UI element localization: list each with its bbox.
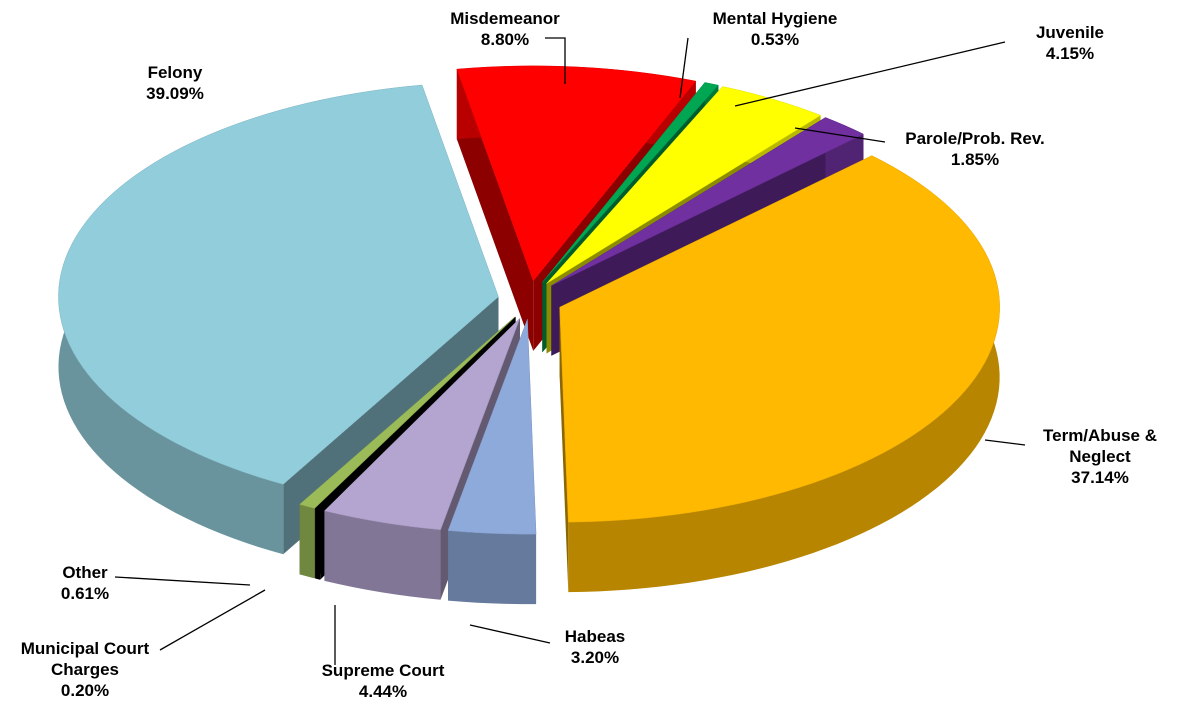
- slice-label: Other 0.61%: [25, 562, 145, 604]
- slice-label: Term/Abuse & Neglect 37.14%: [1025, 425, 1175, 488]
- category-label: Felony: [147, 63, 203, 82]
- category-label: Juvenile: [1035, 23, 1105, 42]
- value-label: 1.85%: [950, 150, 1000, 169]
- slice: [551, 117, 865, 286]
- category-label: Parole/Prob. Rev.: [905, 129, 1045, 148]
- slice-label: Parole/Prob. Rev. 1.85%: [875, 128, 1075, 170]
- value-label: 3.20%: [570, 648, 620, 667]
- value-label: 39.09%: [146, 84, 204, 103]
- slice-wall: [299, 504, 315, 579]
- leader-line: [159, 589, 266, 651]
- slice-side: [559, 307, 569, 593]
- slice-wall: [324, 510, 441, 600]
- leader-line: [794, 127, 886, 143]
- slice-label: Juvenile 4.15%: [1000, 22, 1140, 64]
- slice-wall: [315, 508, 321, 580]
- slice-label: Municipal Court Charges 0.20%: [0, 638, 170, 701]
- slice-wall: [448, 530, 537, 605]
- slice: [299, 316, 516, 509]
- value-label: 8.80%: [480, 30, 530, 49]
- value-label: 0.53%: [750, 30, 800, 49]
- slice: [314, 316, 516, 511]
- value-label: 37.14%: [1071, 468, 1129, 487]
- value-label: 4.15%: [1045, 44, 1095, 63]
- slice-label: Supreme Court 4.44%: [293, 660, 473, 702]
- leader-line: [545, 37, 566, 84]
- slice: [447, 319, 537, 535]
- slice: [323, 318, 521, 530]
- category-label: Misdemeanor: [450, 9, 560, 28]
- value-label: 0.20%: [60, 681, 110, 700]
- slice-label: Misdemeanor 8.80%: [415, 8, 595, 50]
- slice-label: Mental Hygiene 0.53%: [675, 8, 875, 50]
- slice: [546, 86, 822, 284]
- leader-line: [469, 624, 551, 644]
- category-label: Supreme Court: [321, 661, 445, 680]
- category-label: Habeas: [564, 627, 626, 646]
- slice: [456, 65, 697, 282]
- leader-line: [114, 576, 251, 586]
- leader-line: [679, 37, 689, 99]
- leader-line: [734, 41, 1006, 107]
- category-label: Other: [62, 563, 108, 582]
- category-label: Mental Hygiene: [712, 9, 838, 28]
- slice-label: Felony 39.09%: [115, 62, 235, 104]
- leader-line: [984, 439, 1026, 446]
- slice-side: [456, 69, 534, 351]
- slice: [559, 155, 1000, 523]
- category-label: Term/Abuse & Neglect: [1043, 426, 1157, 466]
- category-label: Municipal Court Charges: [20, 639, 150, 679]
- value-label: 4.44%: [358, 682, 408, 701]
- value-label: 0.61%: [60, 584, 110, 603]
- slice-wall: [568, 155, 1000, 593]
- slice-label: Habeas 3.20%: [535, 626, 655, 668]
- slice: [58, 84, 499, 485]
- slice: [542, 82, 719, 283]
